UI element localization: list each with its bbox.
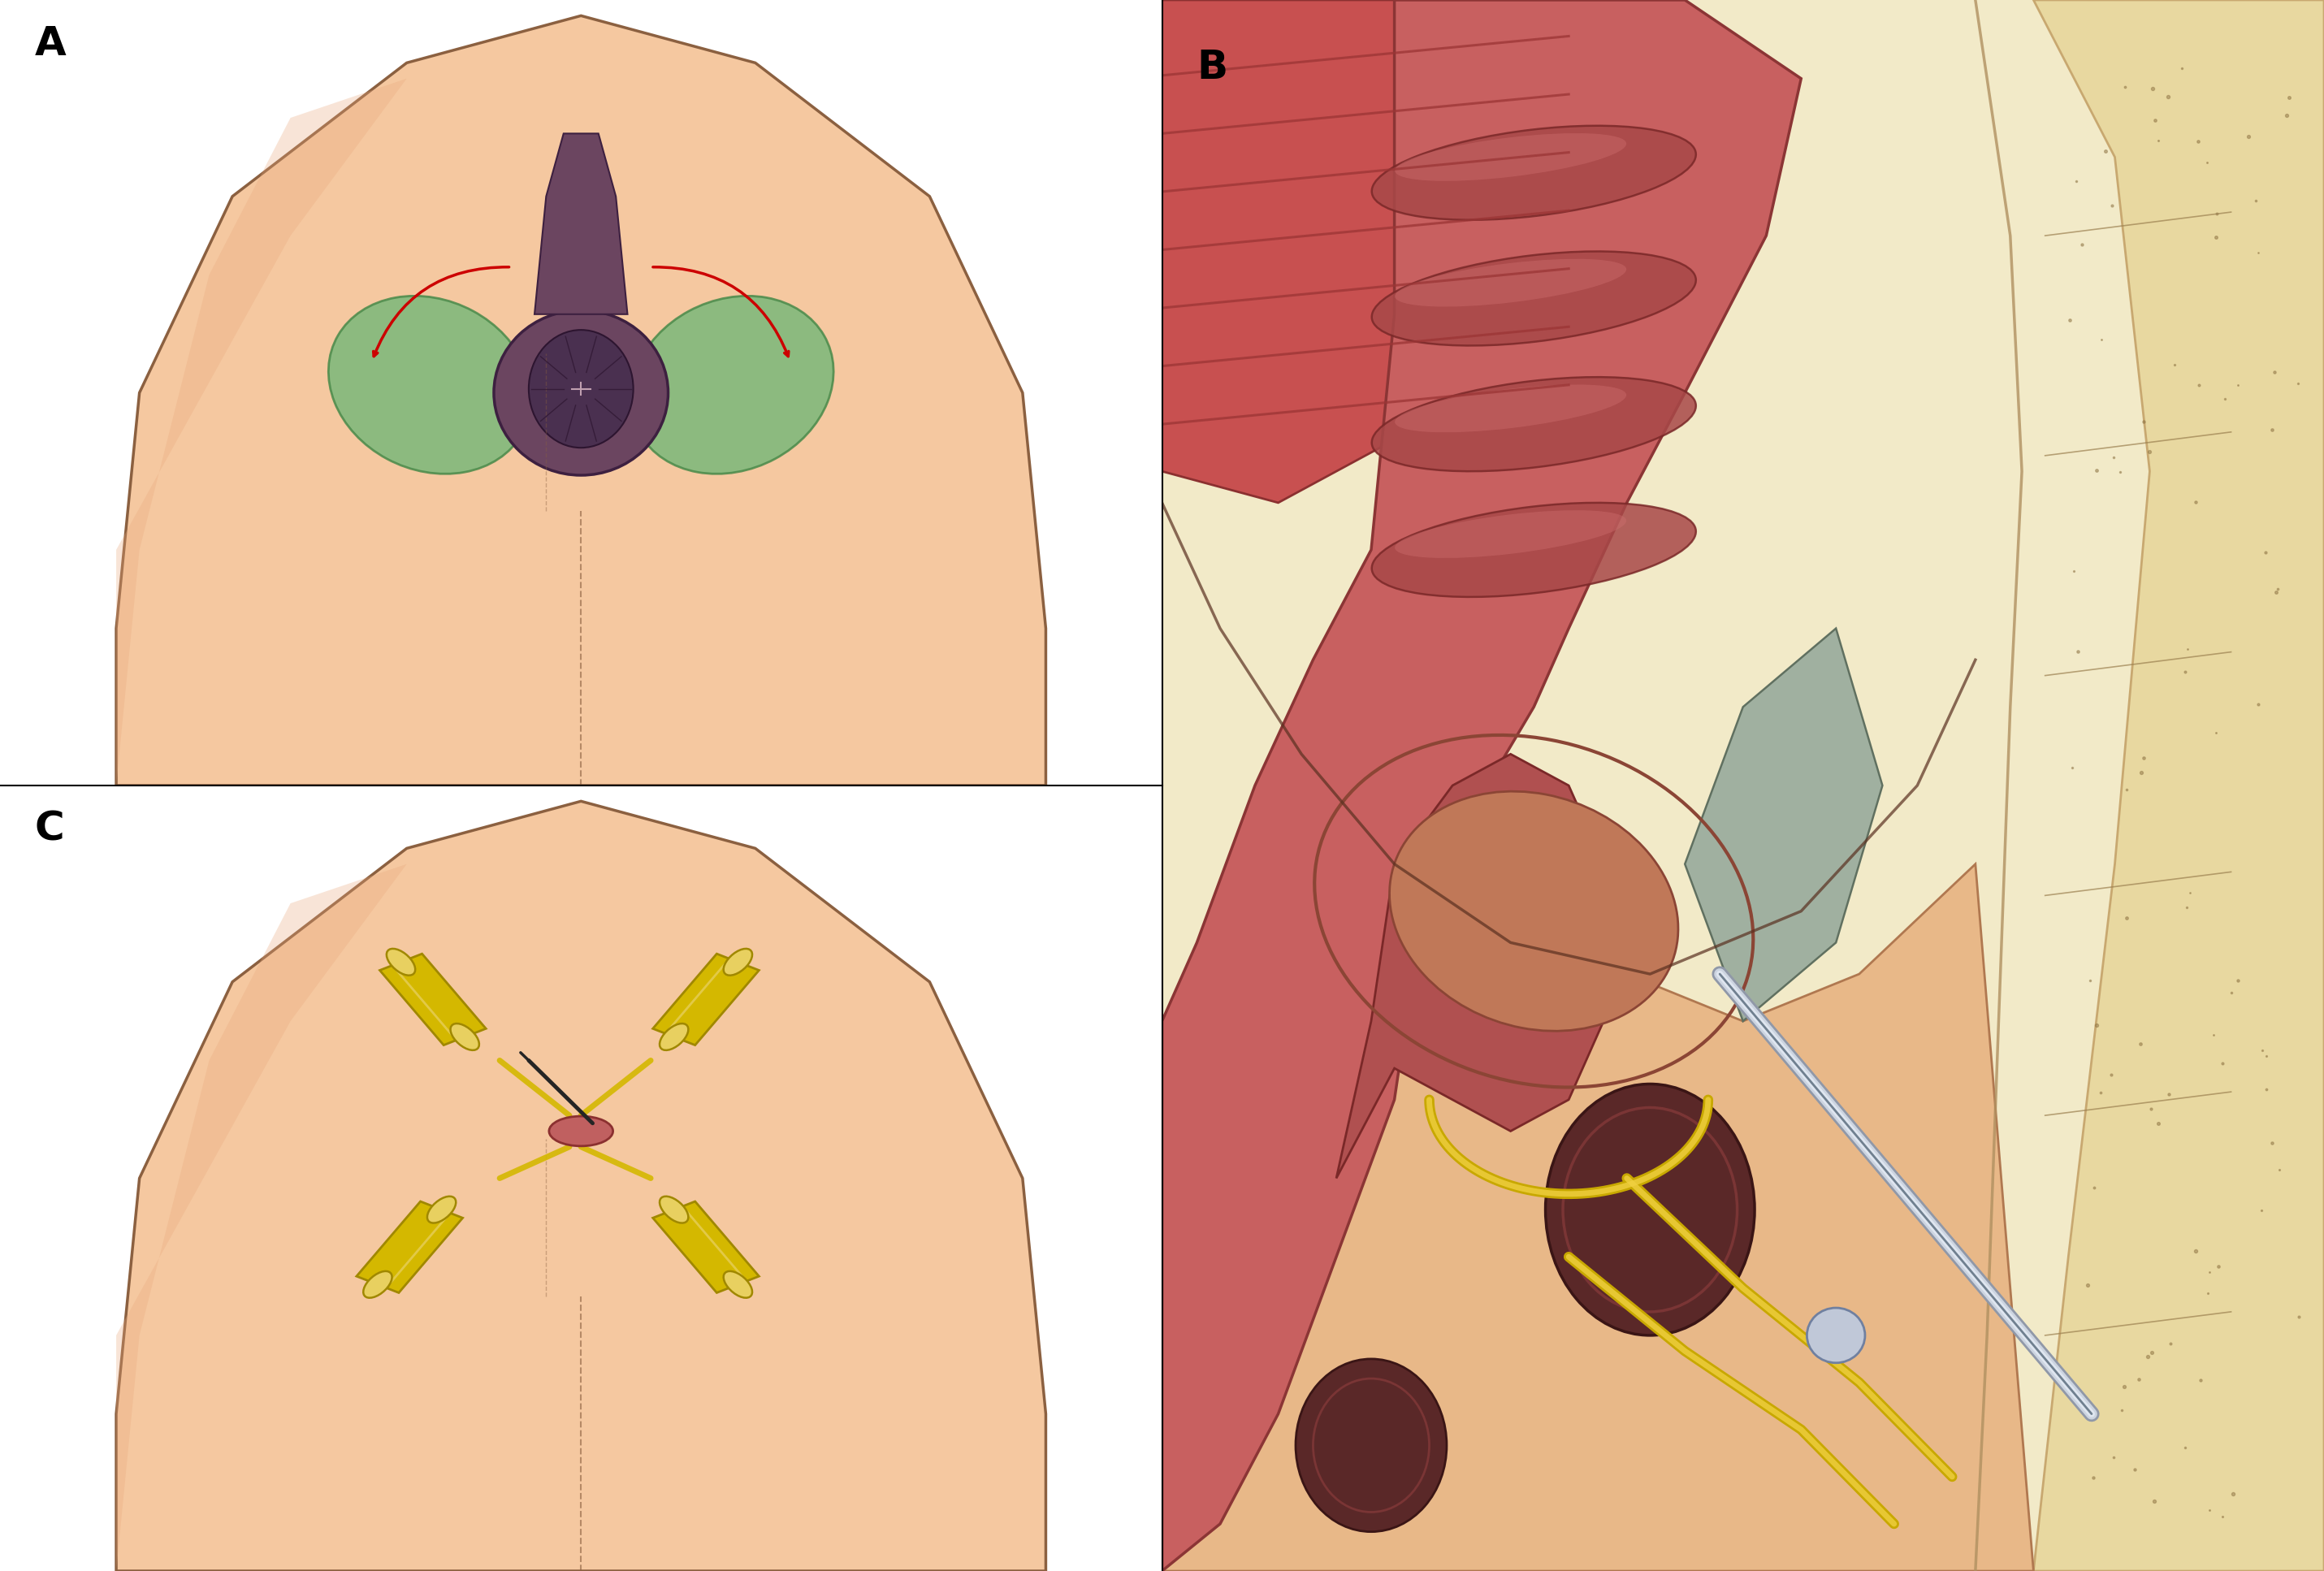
Polygon shape [1162, 864, 2034, 1571]
Ellipse shape [1371, 251, 1697, 346]
Polygon shape [116, 801, 1046, 1571]
Polygon shape [116, 864, 407, 1571]
Polygon shape [723, 1271, 753, 1298]
Polygon shape [1336, 754, 1604, 1178]
Ellipse shape [1371, 503, 1697, 597]
Polygon shape [653, 954, 760, 1045]
Ellipse shape [1371, 126, 1697, 220]
Ellipse shape [493, 309, 669, 474]
Ellipse shape [1808, 1307, 1864, 1362]
Polygon shape [1162, 0, 1685, 503]
Polygon shape [116, 79, 407, 786]
Ellipse shape [530, 330, 632, 448]
Polygon shape [363, 1271, 393, 1298]
Ellipse shape [1390, 792, 1678, 1031]
Ellipse shape [1294, 1359, 1446, 1532]
Ellipse shape [1371, 377, 1697, 471]
Ellipse shape [630, 295, 834, 474]
Polygon shape [653, 1202, 760, 1293]
Polygon shape [660, 1197, 688, 1222]
Text: C: C [35, 809, 65, 848]
Ellipse shape [1394, 385, 1627, 432]
Polygon shape [1162, 0, 1801, 1571]
Polygon shape [356, 1202, 462, 1293]
Polygon shape [1685, 628, 1882, 1021]
Polygon shape [723, 949, 753, 976]
Ellipse shape [1394, 134, 1627, 181]
Ellipse shape [1394, 511, 1627, 558]
Ellipse shape [548, 1115, 614, 1147]
Polygon shape [451, 1024, 479, 1049]
Ellipse shape [1545, 1084, 1755, 1335]
Polygon shape [535, 134, 627, 314]
Polygon shape [379, 954, 486, 1045]
Polygon shape [116, 16, 1046, 786]
Ellipse shape [328, 295, 532, 474]
Ellipse shape [1394, 259, 1627, 306]
Polygon shape [2034, 0, 2324, 1571]
Polygon shape [660, 1024, 688, 1049]
Polygon shape [1162, 0, 2324, 1571]
Polygon shape [428, 1197, 456, 1222]
Polygon shape [386, 949, 416, 976]
Text: B: B [1197, 47, 1227, 86]
Text: A: A [35, 24, 67, 63]
